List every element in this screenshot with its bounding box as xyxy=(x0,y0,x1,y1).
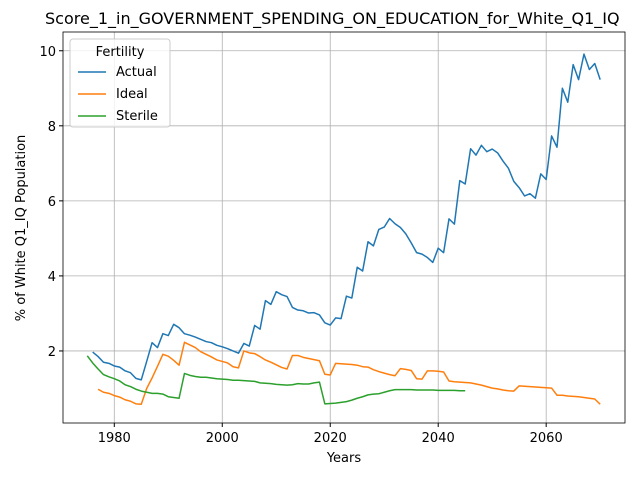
legend: Fertility Actual Ideal Sterile xyxy=(69,38,171,128)
y-tick-label: 8 xyxy=(48,120,56,135)
y-tick-label: 10 xyxy=(39,45,56,60)
legend-label: Ideal xyxy=(116,87,148,102)
legend-label: Sterile xyxy=(116,109,158,124)
line-series xyxy=(92,53,601,381)
x-tick-label: 2000 xyxy=(206,431,239,446)
line-series xyxy=(97,341,601,405)
legend-title: Fertility xyxy=(96,45,145,60)
x-axis-label: Years xyxy=(326,451,362,466)
legend-box xyxy=(69,38,171,128)
plot-frame xyxy=(62,31,626,424)
legend-label: Actual xyxy=(116,65,157,80)
line-series xyxy=(86,355,466,405)
x-tick-label: 2060 xyxy=(530,431,563,446)
x-tick-label: 2040 xyxy=(422,431,455,446)
x-tick-label: 2020 xyxy=(314,431,347,446)
y-tick-label: 6 xyxy=(48,195,56,210)
chart-title: Score_1_in_GOVERNMENT_SPENDING_ON_EDUCAT… xyxy=(45,9,620,29)
y-tick-label: 4 xyxy=(48,270,56,285)
y-tick-label: 2 xyxy=(48,345,56,360)
x-tick-label: 1980 xyxy=(98,431,131,446)
y-axis-label: % of White Q1_IQ Population xyxy=(14,135,29,322)
